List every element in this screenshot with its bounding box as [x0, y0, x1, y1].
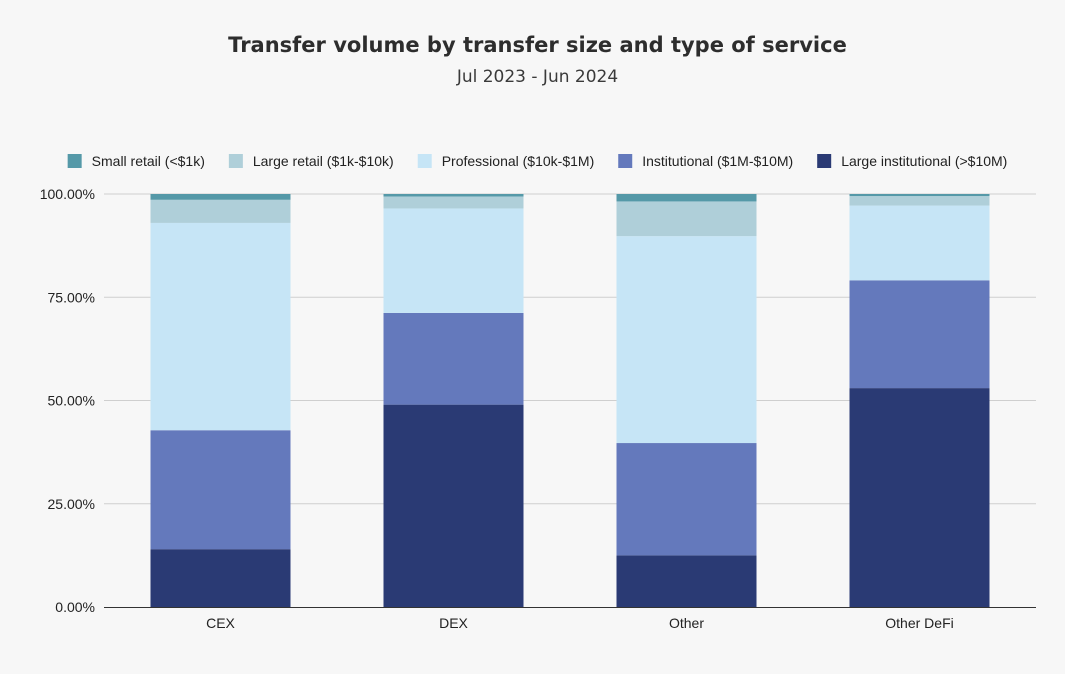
legend-item-small-retail-1k: Small retail (<$1k) [67, 153, 205, 169]
bar-dex-institutional-1m-10m [383, 312, 524, 405]
bar-other-large-institutional-10m [616, 555, 757, 607]
x-tick-label: CEX [206, 615, 235, 631]
bar-cex-institutional-1m-10m [150, 430, 291, 550]
x-tick-label: DEX [439, 615, 468, 631]
x-tick-label: Other DeFi [885, 615, 953, 631]
bars [150, 194, 990, 607]
legend-swatch [228, 154, 243, 168]
y-tick-label: 25.00% [48, 496, 95, 512]
legend-label: Professional ($10k-$1M) [442, 153, 595, 169]
bar-dex-large-institutional-10m [383, 404, 524, 607]
y-tick-label: 100.00% [40, 186, 95, 202]
bar-other-defi-professional-10k-1m [849, 205, 990, 281]
bar-dex-large-retail-1k-10k [383, 196, 524, 209]
legend-item-institutional-1m-10m: Institutional ($1M-$10M) [618, 153, 793, 169]
legend-label: Large institutional (>$10M) [841, 153, 1007, 169]
legend-label: Institutional ($1M-$10M) [642, 153, 793, 169]
bar-other-defi-large-institutional-10m [849, 388, 990, 607]
bar-other-defi-institutional-1m-10m [849, 280, 990, 389]
legend-label: Large retail ($1k-$10k) [253, 153, 394, 169]
bar-other-large-retail-1k-10k [616, 201, 757, 237]
y-tick-label: 75.00% [48, 289, 95, 305]
chart-title: Transfer volume by transfer size and typ… [228, 33, 847, 57]
legend-swatch [417, 154, 432, 168]
x-tick-label: Other [669, 615, 704, 631]
legend-swatch [817, 154, 832, 168]
bar-dex-small-retail-1k [383, 194, 524, 197]
bar-other-professional-10k-1m [616, 236, 757, 444]
bar-cex-professional-10k-1m [150, 222, 291, 431]
legend-item-large-retail-1k-10k: Large retail ($1k-$10k) [228, 153, 394, 169]
legend-item-professional-10k-1m: Professional ($10k-$1M) [417, 153, 595, 169]
bar-cex-large-institutional-10m [150, 549, 291, 607]
bar-cex-large-retail-1k-10k [150, 199, 291, 223]
axes: 0.00% 25.00% 50.00% 75.00% 100.00% CEX DEX Othe… [40, 186, 1036, 631]
legend: Small retail (<$1k) Large retail ($1k-$10… [67, 153, 1007, 169]
bar-other-institutional-1m-10m [616, 443, 757, 556]
bar-cex-small-retail-1k [150, 194, 291, 200]
bar-other-defi-large-retail-1k-10k [849, 196, 990, 206]
chart-subtitle: Jul 2023 - Jun 2024 [456, 67, 619, 87]
bar-other-small-retail-1k [616, 194, 757, 202]
legend-swatch [618, 154, 633, 168]
bar-other-defi-small-retail-1k [849, 194, 990, 197]
y-tick-label: 0.00% [55, 599, 95, 615]
legend-label: Small retail (<$1k) [92, 153, 205, 169]
y-tick-label: 50.00% [48, 393, 95, 409]
legend-swatch [67, 154, 82, 168]
legend-item-large-institutional-10m: Large institutional (>$10M) [817, 153, 1007, 169]
bar-dex-professional-10k-1m [383, 208, 524, 313]
